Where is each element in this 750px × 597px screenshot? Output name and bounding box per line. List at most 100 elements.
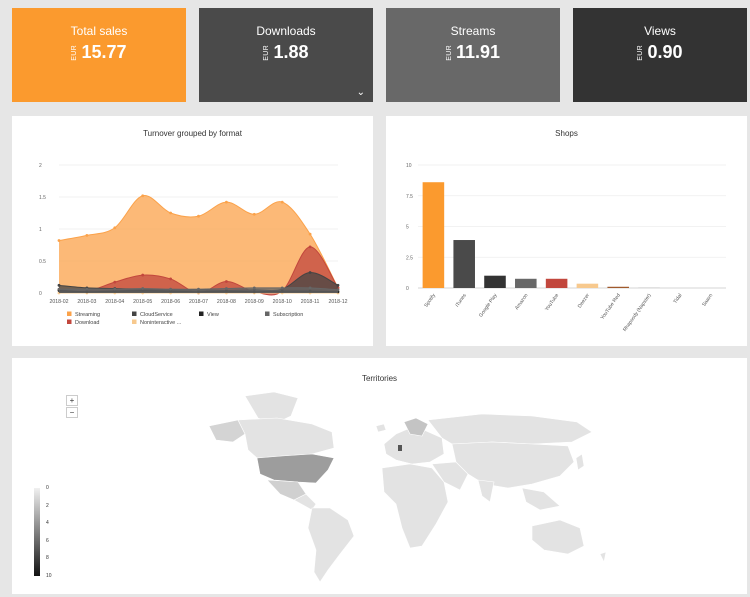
bar [515,278,537,288]
x-tick-label: 2018-11 [301,299,320,305]
x-tick-label: 2018-09 [245,299,264,305]
world-map[interactable] [12,358,747,594]
data-point [225,280,228,283]
x-tick-label: Saavn [701,293,714,308]
tile-value: 15.77 [81,42,127,62]
data-point [252,212,256,216]
bar [607,286,629,288]
legend-tick-label: 10 [46,573,52,579]
data-point [225,287,228,290]
legend-label: Download [75,320,99,326]
legend-swatch [132,311,137,316]
map-region-middle-east [431,461,469,491]
map-region-japan [575,453,585,471]
map-region-greenland [244,391,299,425]
tile-currency: EUR [263,44,271,61]
map-region-central-america [293,493,317,511]
tile-currency: EUR [445,44,453,61]
data-point [85,234,89,237]
tile-value: 0.90 [647,42,683,62]
legend-tick-label: 8 [46,555,49,562]
tile-total-sales[interactable]: Total sales EUR 15.77 [12,8,186,102]
map-region-asia [451,441,575,489]
map-region-usa [256,453,335,484]
x-tick-label: 2018-12 [328,299,347,305]
legend-tick-label: 4 [46,520,49,527]
legend-tick-label: 6 [46,537,49,544]
turnover-card: Turnover grouped by format 0 0.5 1 1.5 2 2018… [12,116,373,346]
turnover-title: Turnover grouped by format [143,129,242,138]
tile-streams[interactable]: Streams EUR 11.91 [386,8,560,102]
tile-label: Streams [450,24,496,38]
y-tick-label: 5 [406,225,409,231]
zoom-out-button[interactable]: − [66,407,78,418]
y-tick-label: 1.5 [39,195,46,201]
data-point [308,232,312,236]
data-point [113,280,117,284]
data-point [169,287,173,291]
map-region-alaska [208,419,246,443]
tile-label: Views [644,24,676,38]
data-point [197,214,200,218]
data-point [57,239,61,242]
chevron-down-icon[interactable]: ⌄ [356,87,365,98]
y-tick-label: 1 [39,227,42,233]
data-point [336,288,340,292]
map-region-australia [531,519,585,555]
x-tick-label: YouTube [544,293,560,313]
data-point [141,273,145,277]
map-region-new-zealand [599,551,607,563]
legend-label: Streaming [75,312,100,318]
x-tick-label: 2018-10 [273,299,292,305]
map-region-africa [381,463,449,549]
y-tick-label: 0 [406,286,409,292]
x-tick-label: 2018-07 [189,299,208,305]
shops-card: Shops 0 2.5 5 7.5 10 Spotify iTunes Google Play… [386,116,747,346]
map-region-canada [237,417,335,459]
data-point [85,287,89,291]
map-region-scandinavia [403,417,429,437]
bar [453,240,475,288]
legend-swatch [67,319,72,324]
y-tick-label: 0 [39,291,42,297]
map-region-india [477,479,495,503]
map-region-uk-highlight [398,445,402,451]
legend-swatch [199,311,204,316]
y-tick-label: 0.5 [39,259,46,265]
x-tick-label: 2018-06 [161,299,180,305]
data-point [57,287,61,291]
bar [545,278,568,288]
x-tick-label: YouTube Red [600,293,622,321]
tile-views[interactable]: Views EUR 0.90 [573,8,747,102]
y-tick-label: 7.5 [406,194,413,200]
bar [484,275,506,288]
y-tick-label: 2.5 [406,255,413,261]
legend-gradient-bar [34,488,40,576]
data-point [308,286,312,290]
data-point [113,226,117,230]
x-tick-label: Tidal [672,293,683,305]
tile-downloads[interactable]: Downloads EUR 1.88 ⌄ [199,8,373,102]
x-tick-label: Amazon [514,293,530,312]
data-point [197,287,200,291]
legend-tick-label: 2 [46,502,49,509]
series-area [59,195,338,293]
tile-currency: EUR [71,44,79,61]
bar [576,283,599,288]
x-tick-label: Deezer [577,292,591,309]
tile-currency: EUR [637,44,645,61]
data-point [141,287,145,290]
tile-value: 1.88 [273,42,309,62]
data-point [113,287,117,291]
tile-value: 11.91 [455,42,501,62]
legend-label: Noninteractive ... [140,320,182,326]
x-tick-label: 2018-05 [133,299,152,305]
x-tick-label: iTunes [454,292,468,308]
data-point [169,211,173,215]
data-point [141,194,145,198]
legend-label: Subscription [273,312,303,318]
zoom-in-button[interactable]: + [66,395,78,406]
x-tick-label: 2018-08 [217,299,236,305]
territories-title: Territories [361,374,398,383]
tile-label: Downloads [256,24,316,38]
